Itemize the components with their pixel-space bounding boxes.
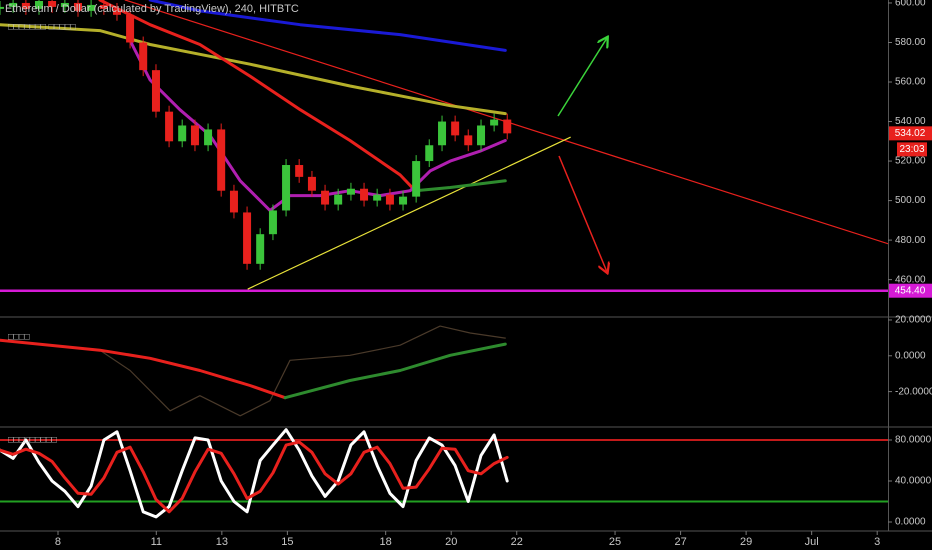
axes: 600.00 580.00 560.00 540.00 520.00 500.00 480.…: [55, 0, 932, 548]
x-tick-label: 25: [609, 536, 621, 548]
candle-body: [229, 190, 238, 213]
trendline: [247, 136, 571, 290]
y-tick-label: 560.00: [895, 77, 926, 88]
candle-body: [126, 14, 135, 43]
oscillator-pane: [0, 325, 507, 417]
y-tick-label: 540.00: [895, 116, 926, 127]
candle-body: [34, 0, 43, 9]
candle-body: [451, 121, 460, 136]
price-label-box: [889, 126, 932, 141]
candle-body: [48, 0, 57, 7]
indicator-line: [99, 325, 506, 417]
candle-body: [99, 4, 108, 9]
x-tick-label: 20: [445, 536, 457, 548]
y-tick-label: 20.0000: [895, 315, 932, 326]
candle-body: [243, 212, 252, 264]
candle-body: [0, 6, 4, 9]
x-tick-label: 11: [151, 536, 162, 548]
candle-body: [307, 176, 316, 191]
indicator-line: [0, 428, 509, 519]
x-tick-label: 18: [380, 536, 392, 548]
countdown-box: [897, 142, 927, 157]
candle-body: [178, 125, 187, 142]
candle-body: [21, 2, 30, 9]
y-tick-label: 460.00: [895, 274, 926, 285]
candle-body: [268, 210, 277, 235]
price-label: 534.02: [895, 128, 926, 139]
candle-body: [165, 111, 174, 142]
candle-body: [438, 121, 447, 146]
moving-average: [128, 39, 507, 212]
candle-body: [190, 125, 199, 146]
y-tick-label: 40.0000: [895, 476, 932, 487]
moving-average: [98, 0, 417, 193]
x-tick-label: 27: [674, 536, 686, 548]
candle-body: [9, 2, 18, 7]
x-tick-label: Jul: [805, 536, 819, 548]
y-tick-label: -20.0000: [895, 386, 932, 397]
indicator-line: [0, 338, 287, 400]
x-tick-label: 29: [740, 536, 752, 548]
y-tick-label: 0.0000: [895, 517, 926, 528]
level-label: 454.40: [895, 285, 926, 296]
moving-average: [0, 23, 507, 116]
y-tick-label: 520.00: [895, 156, 926, 167]
candle-body: [490, 119, 499, 126]
indicator-line: [0, 440, 509, 514]
pane-title: □□□□: [8, 331, 30, 341]
candle-body: [139, 42, 148, 71]
chart-subtitle: □□□□□□□ □□□□□: [8, 21, 76, 31]
candle-body: [60, 2, 69, 7]
y-tick-label: 0.0000: [895, 350, 926, 361]
candle-body: [321, 190, 330, 205]
level-label-box: [889, 283, 932, 298]
candle-body: [73, 2, 82, 11]
stochastic-pane: [0, 428, 888, 519]
candle-body: [204, 129, 213, 146]
candle-body: [399, 196, 408, 205]
pane-title: □□□□□□□□□: [8, 434, 57, 444]
x-tick-label: 22: [511, 536, 523, 548]
candle-body: [360, 188, 369, 201]
x-tick-label: 15: [281, 536, 293, 548]
candle-body: [373, 194, 382, 201]
y-tick-label: 500.00: [895, 195, 926, 206]
candle-body: [87, 4, 96, 11]
candle-body: [282, 165, 291, 211]
x-tick-label: 8: [55, 536, 61, 548]
candle-body: [477, 125, 486, 146]
price-pane: [0, 0, 888, 292]
moving-average: [148, 0, 507, 52]
candle-body: [151, 70, 160, 112]
countdown-label: 23:03: [899, 144, 924, 155]
candle-body: [217, 129, 226, 191]
moving-average: [413, 179, 507, 193]
candle-body: [256, 234, 265, 264]
candle-body: [464, 135, 473, 146]
down-arrow: [558, 155, 607, 272]
x-tick-label: 13: [216, 536, 228, 548]
x-tick-label: 3: [874, 536, 880, 548]
candle-body: [112, 8, 121, 15]
candle-body: [346, 188, 355, 195]
y-tick-label: 600.00: [895, 0, 926, 9]
candle-body: [295, 165, 304, 177]
candle-body: [385, 194, 394, 205]
y-tick-label: 480.00: [895, 235, 926, 246]
indicator-line: [283, 342, 507, 400]
candle-body: [503, 119, 512, 134]
y-tick-label: 580.00: [895, 37, 926, 48]
y-tick-label: 80.0000: [895, 435, 932, 446]
candle-body: [412, 161, 421, 197]
candle-body: [425, 145, 434, 162]
candle-body: [334, 194, 343, 205]
up-arrow: [557, 38, 607, 117]
chart-title: Ethereum / Dollar (calculated by Trading…: [5, 3, 299, 15]
